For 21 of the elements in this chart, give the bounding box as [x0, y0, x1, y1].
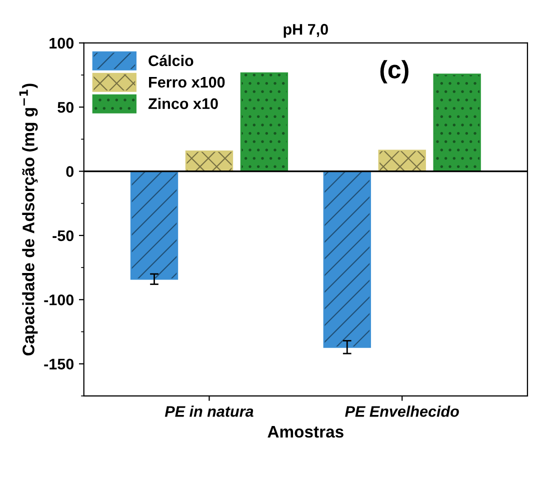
- bar: [185, 150, 234, 172]
- y-tick-label: -50: [52, 230, 74, 242]
- annotation: (c): [380, 60, 408, 84]
- y-tick-label: 50: [58, 102, 74, 113]
- legend-label: Cálcio: [148, 54, 194, 66]
- bar: [240, 72, 288, 172]
- bar: [433, 74, 481, 172]
- legend-label: Zinco x10: [148, 98, 218, 110]
- y-tick-label: 0: [66, 166, 74, 177]
- bar: [323, 170, 371, 348]
- bar: [130, 170, 178, 280]
- bar: [378, 150, 426, 172]
- y-tick-label: 100: [50, 38, 74, 49]
- x-axis-title: Amostras: [268, 426, 344, 438]
- y-axis-title: Capacidade de Adsorção (mg g$^{−1}$): [19, 84, 38, 356]
- y-tick-label: -150: [44, 358, 74, 370]
- y-tick-label: -100: [44, 294, 74, 306]
- chart-title: pH 7,0: [284, 24, 328, 38]
- legend-label: Ferro x100: [149, 76, 225, 88]
- x-tick-label: PE in natura: [164, 406, 254, 417]
- x-tick-label: PE Envelhecido: [345, 406, 459, 417]
